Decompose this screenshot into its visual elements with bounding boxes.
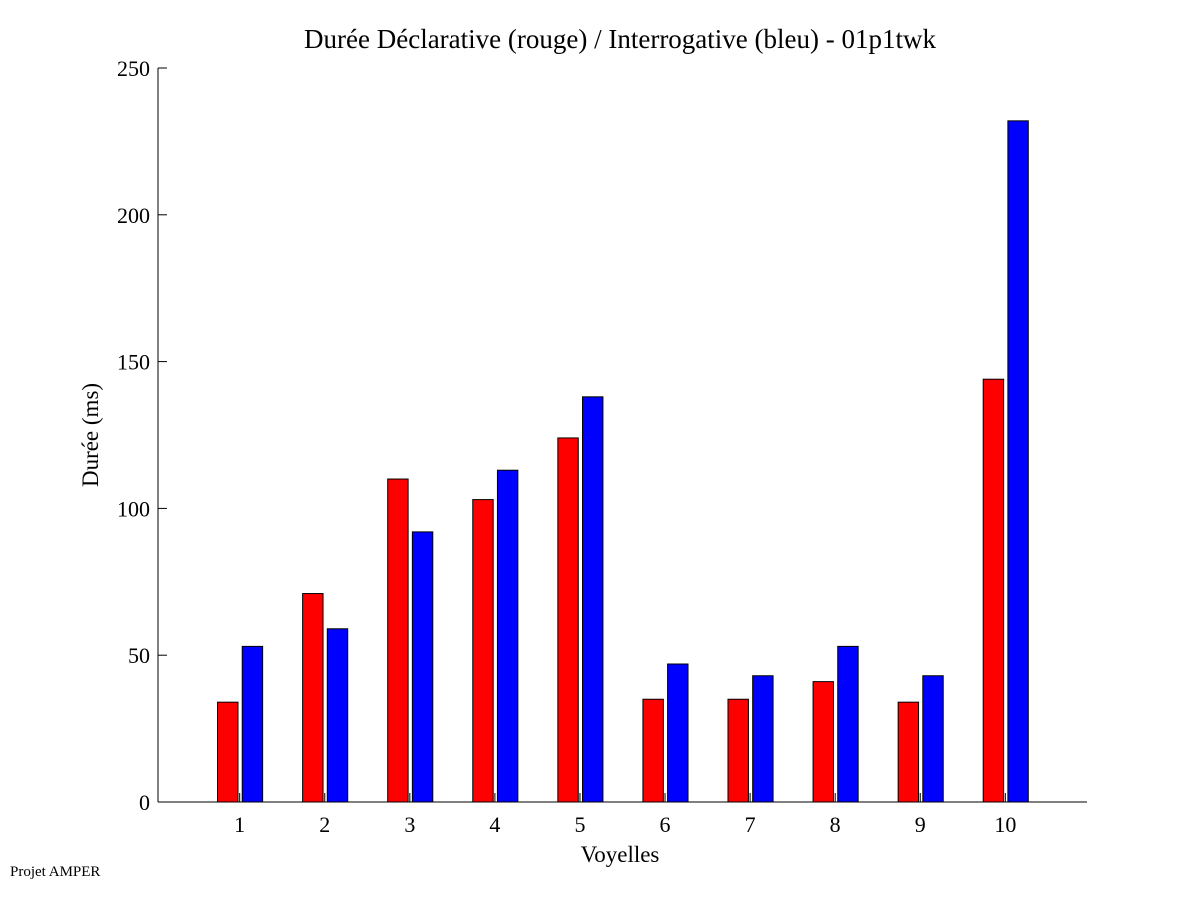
bar-red-4 bbox=[472, 499, 494, 803]
x-tick-label: 6 bbox=[660, 812, 671, 837]
y-tick-label: 0 bbox=[139, 790, 150, 815]
bar-blue-1 bbox=[241, 645, 264, 803]
y-tick-label: 150 bbox=[117, 350, 150, 375]
x-tick-label: 7 bbox=[745, 812, 756, 837]
y-tick-label: 100 bbox=[117, 496, 150, 521]
y-tick-label: 250 bbox=[117, 56, 150, 81]
bar-blue-6 bbox=[667, 663, 689, 803]
bar-red-2 bbox=[302, 593, 324, 803]
bar-red-5 bbox=[557, 437, 579, 803]
y-tick-label: 50 bbox=[128, 643, 150, 668]
y-tick-label: 200 bbox=[117, 203, 150, 228]
x-tick-label: 4 bbox=[489, 812, 500, 837]
y-axis-label: Durée (ms) bbox=[78, 383, 103, 487]
footer-credit: Projet AMPER bbox=[10, 864, 101, 880]
x-tick-label: 10 bbox=[994, 812, 1016, 837]
x-tick-label: 5 bbox=[574, 812, 585, 837]
bar-blue-7 bbox=[752, 675, 774, 803]
bar-blue-4 bbox=[496, 469, 519, 803]
bar-red-10 bbox=[982, 378, 1005, 803]
x-tick-label: 9 bbox=[915, 812, 926, 837]
bar-blue-2 bbox=[326, 628, 349, 803]
x-tick-label: 1 bbox=[234, 812, 245, 837]
x-axis-label: Voyelles bbox=[581, 842, 660, 867]
chart-title: Durée Déclarative (rouge) / Interrogativ… bbox=[304, 24, 936, 54]
x-tick-label: 8 bbox=[830, 812, 841, 837]
bar-blue-9 bbox=[922, 675, 944, 803]
bar-blue-5 bbox=[582, 396, 604, 803]
bar-red-8 bbox=[812, 681, 834, 803]
bar-blue-10 bbox=[1007, 120, 1029, 803]
x-tick-label: 3 bbox=[404, 812, 415, 837]
bar-red-1 bbox=[217, 701, 239, 803]
bar-red-9 bbox=[897, 701, 920, 803]
bar-red-7 bbox=[727, 698, 749, 803]
x-tick-label: 2 bbox=[319, 812, 330, 837]
bar-red-6 bbox=[642, 698, 664, 803]
bar-blue-3 bbox=[411, 531, 434, 803]
bar-red-3 bbox=[387, 478, 409, 803]
bar-blue-8 bbox=[837, 645, 859, 803]
